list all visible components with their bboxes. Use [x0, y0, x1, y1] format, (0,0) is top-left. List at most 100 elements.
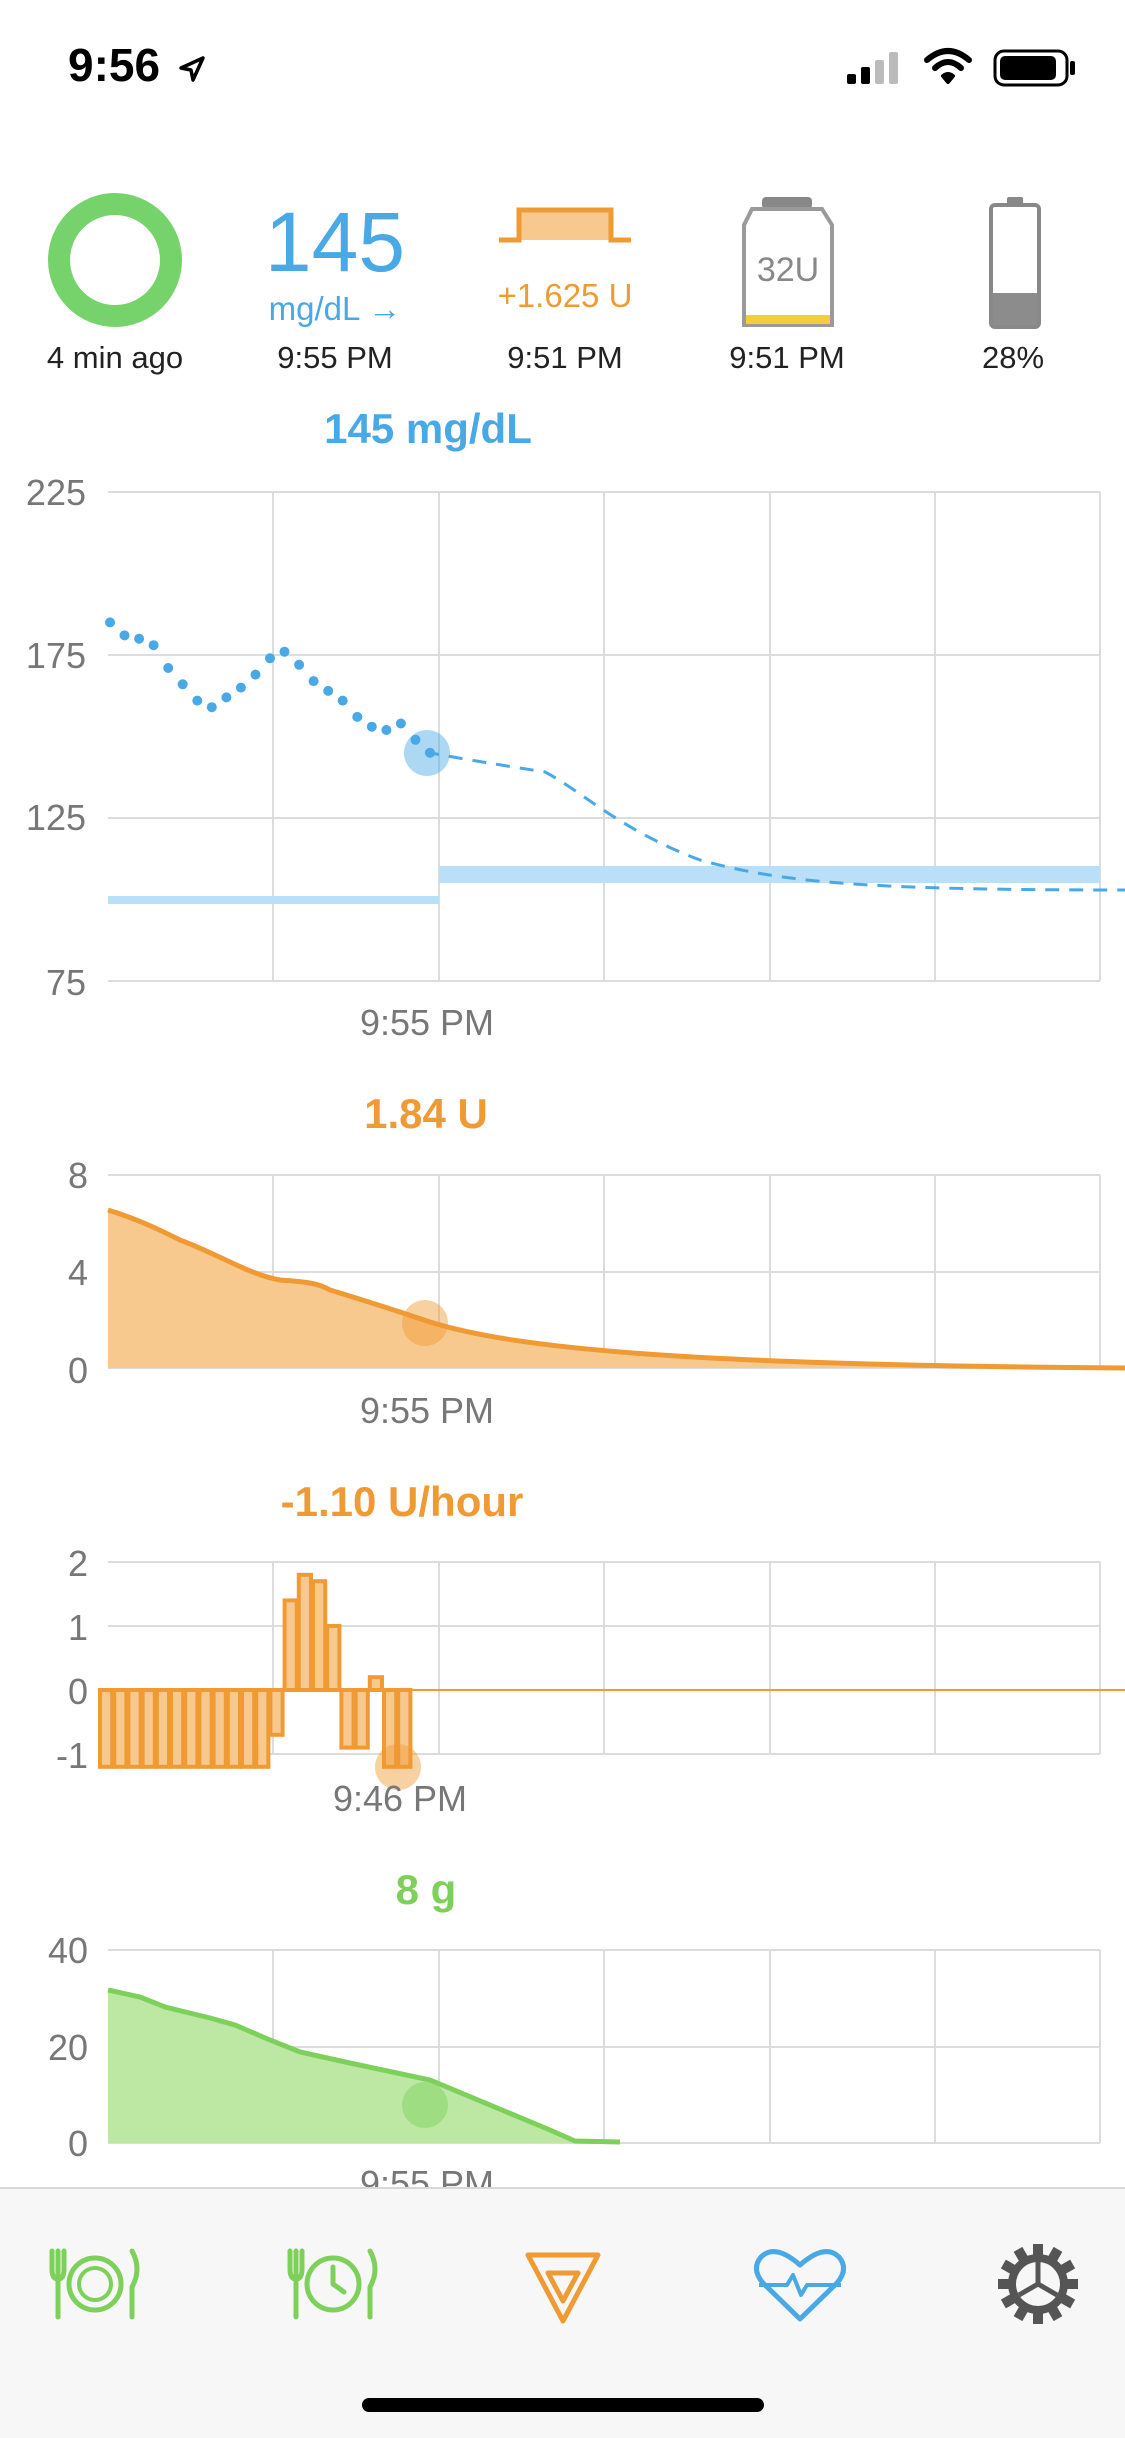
basal-bar	[225, 1688, 243, 1769]
glucose-chart[interactable]	[0, 470, 1125, 1000]
reservoir-time: 9:51 PM	[729, 340, 845, 375]
wifi-icon	[924, 48, 972, 84]
basal-time: 9:51 PM	[507, 340, 623, 375]
basal-y-tick: 0	[67, 1671, 88, 1712]
glucose-point	[294, 659, 305, 670]
basal-readout[interactable]: +1.625 U	[460, 200, 670, 315]
glucose-point	[105, 617, 115, 628]
iob-line	[107, 1207, 1125, 1371]
glucose-point	[337, 695, 348, 706]
basal-bar	[154, 1688, 172, 1769]
glucose-point	[134, 633, 145, 644]
glucose-time: 9:55 PM	[277, 340, 393, 375]
basal-bar	[169, 1688, 186, 1769]
tab-bar	[0, 2187, 1125, 2438]
bolus-icon[interactable]	[508, 2229, 618, 2339]
iob-chart-title: 1.84 U	[364, 1090, 488, 1137]
basal-y-tick: 1	[67, 1607, 88, 1648]
glucose-point	[148, 640, 159, 651]
basal-bar	[98, 1688, 115, 1769]
cob-y-tick: 0	[67, 2123, 88, 2164]
glucose-point	[192, 695, 203, 706]
iob-chart[interactable]	[0, 1160, 1125, 1380]
basal-bar	[396, 1688, 413, 1769]
cellular-signal-icon	[847, 52, 898, 84]
cob-chart[interactable]	[0, 1935, 1125, 2155]
cob-line	[107, 1987, 621, 2145]
cob-current-marker	[402, 2082, 448, 2128]
cob-y-tick: 20	[47, 2027, 88, 2068]
basal-bar	[112, 1688, 129, 1769]
workout-heart-icon[interactable]	[745, 2229, 855, 2339]
glucose-unit-trend: mg/dL →	[268, 290, 402, 327]
glucose-point	[425, 747, 435, 758]
iob-x-label: 9:55 PM	[359, 1390, 495, 1431]
phone-battery-icon	[993, 49, 1075, 87]
status-time-text: 9:56	[68, 39, 161, 91]
pump-battery-icon	[989, 197, 1041, 329]
iob-current-marker	[402, 1300, 448, 1346]
glucose-point	[352, 711, 363, 722]
glucose-readout[interactable]: 145 mg/dL →	[230, 200, 440, 328]
reservoir-label: 32U	[757, 251, 819, 289]
basal-bar	[296, 1572, 313, 1692]
pump-battery-readout[interactable]	[960, 195, 1070, 335]
basal-bar	[126, 1688, 143, 1769]
basal-bar	[268, 1688, 285, 1737]
settings-gear-icon[interactable]	[983, 2229, 1093, 2339]
pre-meal-icon[interactable]	[278, 2229, 388, 2339]
target-range-past	[108, 896, 439, 904]
pump-battery-percent: 28%	[981, 340, 1045, 375]
status-time: 9:56	[68, 38, 207, 92]
glucose-point	[410, 734, 421, 745]
glucose-value: 145	[264, 195, 406, 289]
glucose-point	[381, 725, 392, 735]
basal-bar	[325, 1624, 342, 1692]
glucose-point	[395, 718, 406, 729]
loop-status[interactable]	[20, 190, 210, 380]
basal-x-label: 9:46 PM	[332, 1778, 468, 1819]
basal-value: +1.625 U	[497, 277, 633, 314]
basal-y-tick: -1	[55, 1735, 88, 1776]
iob-y-tick: 0	[67, 1350, 88, 1391]
basal-bar	[353, 1688, 370, 1750]
basal-bar	[311, 1579, 328, 1693]
reservoir-readout[interactable]: 32U	[700, 195, 875, 335]
glucose-y-tick: 125	[25, 797, 86, 838]
glucose-point	[221, 692, 232, 703]
iob-y-tick: 4	[67, 1252, 88, 1293]
basal-y-tick: 2	[67, 1543, 88, 1584]
glucose-point	[250, 669, 261, 680]
loop-status-label: 4 min ago	[46, 340, 184, 375]
iob-area	[108, 1210, 1125, 1368]
basal-bar	[197, 1688, 214, 1769]
glucose-point	[235, 682, 246, 693]
temp-basal-icon	[499, 207, 631, 243]
glucose-chart-title: 145 mg/dL	[324, 405, 532, 452]
basal-bar	[339, 1688, 356, 1750]
basal-bar	[140, 1688, 157, 1769]
cob-chart-title: 8 g	[395, 1866, 457, 1913]
glucose-point	[265, 653, 275, 664]
glucose-point	[279, 646, 290, 657]
loop-ring-icon	[48, 193, 182, 327]
glucose-point	[308, 676, 319, 687]
iob-y-tick: 8	[67, 1155, 88, 1196]
basal-bar	[240, 1688, 257, 1769]
basal-bar	[382, 1688, 399, 1769]
basal-bar	[254, 1688, 271, 1769]
home-indicator[interactable]	[362, 2398, 764, 2412]
glucose-point	[163, 663, 174, 673]
glucose-y-tick: 225	[25, 472, 86, 513]
basal-bar	[282, 1598, 299, 1692]
basal-bar	[183, 1688, 200, 1769]
glucose-y-tick: 75	[45, 962, 86, 1003]
glucose-point	[206, 702, 217, 713]
basal-bar	[367, 1675, 384, 1692]
glucose-y-tick: 175	[25, 635, 86, 676]
glucose-point	[366, 721, 377, 732]
reservoir-icon: 32U	[742, 197, 834, 327]
basal-chart-title: -1.10 U/hour	[280, 1478, 524, 1525]
basal-chart[interactable]	[0, 1550, 1125, 1790]
carb-entry-icon[interactable]	[40, 2229, 150, 2339]
